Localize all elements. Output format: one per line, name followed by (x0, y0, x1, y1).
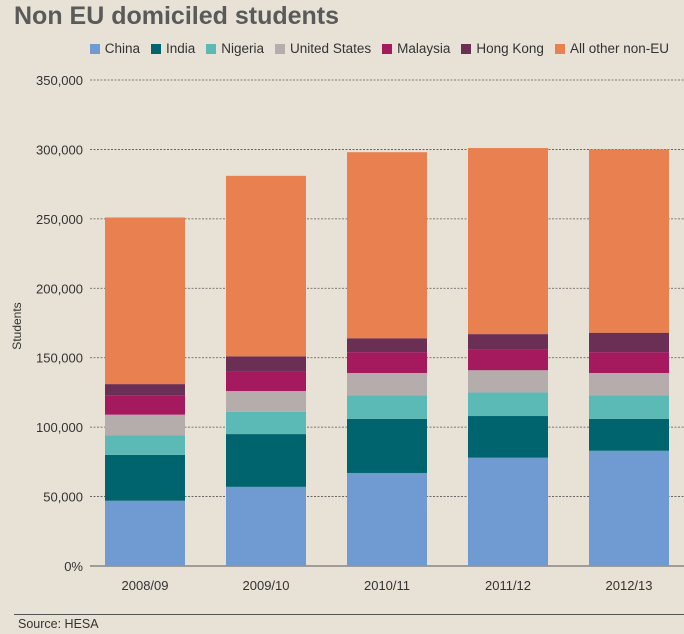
bar-segment (347, 352, 427, 373)
legend-item: Nigeria (206, 41, 264, 56)
legend-item: United States (275, 41, 371, 56)
bar-segment (226, 175, 306, 357)
legend-item: Malaysia (382, 41, 450, 56)
bar-segment (347, 152, 427, 339)
bar-segment (226, 486, 306, 566)
legend-label: China (104, 41, 140, 56)
bars (105, 148, 669, 566)
bar-segment (468, 392, 548, 417)
legend-label: All other non-EU (569, 41, 669, 56)
bar-segment (589, 332, 669, 353)
bar-segment (589, 450, 669, 566)
source-note: Source: HESA (18, 617, 99, 631)
y-tick-label: 300,000 (36, 142, 83, 157)
bar-segment (105, 454, 185, 501)
legend-swatch (89, 43, 100, 54)
bar-segment (226, 356, 306, 372)
bar-segment (468, 334, 548, 350)
x-tick-label: 2010/11 (364, 578, 410, 593)
bar-segment (589, 372, 669, 396)
legend-item: China (89, 41, 140, 56)
bar-segment (226, 434, 306, 487)
y-tick-label: 100,000 (36, 420, 83, 435)
x-tick-label: 2008/09 (122, 578, 169, 593)
legend-label: Hong Kong (476, 41, 544, 56)
bar-segment (347, 338, 427, 353)
legend-swatch (554, 43, 565, 54)
bar-segment (347, 395, 427, 419)
bar-segment (347, 472, 427, 566)
x-tick-label: 2011/12 (485, 578, 531, 593)
x-tick-label: 2009/10 (243, 578, 290, 593)
bar-segment (105, 217, 185, 385)
bar-segment (226, 391, 306, 412)
chart-title: Non EU domiciled students (14, 2, 340, 30)
bar-segment (105, 395, 185, 415)
legend-swatch (150, 43, 161, 54)
bar-segment (226, 371, 306, 392)
legend-label: United States (290, 41, 372, 56)
bar-segment (589, 395, 669, 419)
axes: 0% 50,000 100,000 150,000 200,000 250,000 300,… (36, 73, 653, 593)
bar-segment (347, 372, 427, 396)
y-tick-label: 250,000 (36, 212, 83, 227)
y-tick-label: 0% (64, 559, 83, 574)
bar-segment (468, 349, 548, 371)
y-axis-title: Students (10, 302, 24, 349)
chart: 0% 50,000 100,000 150,000 200,000 250,000 300,… (10, 73, 684, 593)
legend-item: Hong Kong (461, 41, 544, 56)
bar-segment (589, 418, 669, 451)
legend: China India Nigeria United States Malaysia Ho… (0, 41, 684, 56)
y-tick-label: 350,000 (36, 73, 83, 88)
bar-segment (589, 352, 669, 373)
bar-segment (105, 435, 185, 455)
bar-segment (105, 414, 185, 436)
legend-label: Nigeria (221, 41, 265, 56)
y-tick-label: 150,000 (36, 351, 83, 366)
bar-segment (468, 457, 548, 566)
y-tick-label: 200,000 (36, 281, 83, 296)
bar-segment (468, 148, 548, 335)
legend-swatch (461, 43, 472, 54)
bar-segment (468, 370, 548, 393)
legend-label: India (165, 41, 196, 56)
bar-segment (105, 384, 185, 396)
x-tick-label: 2012/13 (606, 578, 653, 593)
legend-label: Malaysia (397, 41, 451, 56)
bar-segment (589, 149, 669, 333)
bar-segment (226, 411, 306, 435)
legend-swatch (382, 43, 393, 54)
legend-item: All other non-EU (554, 41, 669, 56)
legend-item: India (150, 41, 196, 56)
bar-segment (347, 418, 427, 473)
bar-segment (105, 500, 185, 566)
y-tick-label: 50,000 (43, 490, 83, 505)
legend-swatch (275, 43, 286, 54)
bar-segment (468, 416, 548, 458)
legend-swatch (206, 43, 217, 54)
source-divider (14, 614, 684, 615)
